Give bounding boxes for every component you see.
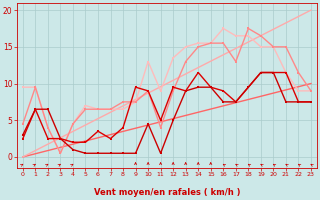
X-axis label: Vent moyen/en rafales ( km/h ): Vent moyen/en rafales ( km/h )	[94, 188, 240, 197]
